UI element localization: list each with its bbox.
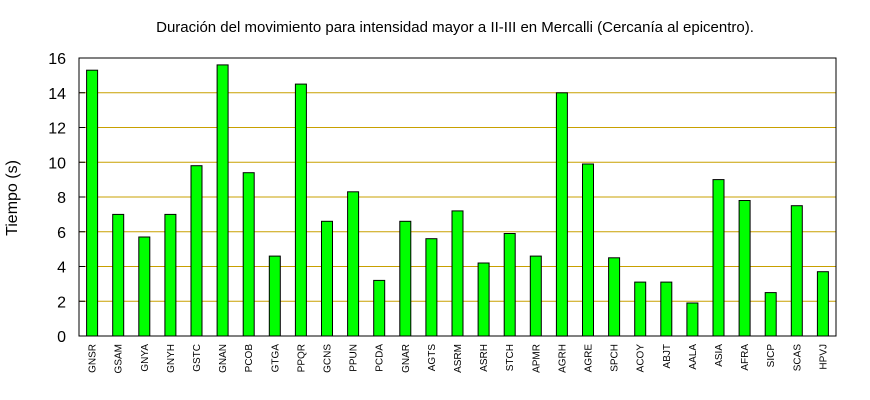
- bar-agre: [582, 163, 594, 337]
- bars: [86, 64, 829, 337]
- x-tick-label: PPUN: [349, 344, 360, 372]
- x-tick-label: SICP: [766, 344, 777, 368]
- y-tick-label: 10: [48, 155, 66, 172]
- bar-agts: [425, 238, 438, 337]
- chart-title: Duración del movimiento para intensidad …: [156, 19, 754, 36]
- x-tick-label: ASIA: [714, 344, 725, 367]
- bar-hpvj: [816, 271, 829, 337]
- x-tick-label: PCOB: [244, 344, 255, 373]
- x-tick-label: GNAR: [401, 344, 412, 373]
- bar-gstc: [190, 165, 203, 337]
- x-tick-label: GSTC: [192, 344, 203, 372]
- bar-asrm: [451, 210, 464, 337]
- y-ticks: 0 2 4 6 8 10 12 14 16: [48, 51, 85, 346]
- y-tick-label: 0: [57, 329, 66, 346]
- x-tick-label: APMR: [531, 344, 542, 373]
- x-tick-label: GNYH: [166, 344, 177, 373]
- x-tick-label: GTGA: [270, 344, 281, 373]
- x-tick-label: AFRA: [740, 344, 751, 371]
- x-tick-label: GNSR: [88, 344, 99, 373]
- bar-afra: [738, 200, 751, 337]
- x-tick-label: AGTS: [427, 344, 438, 372]
- x-tick-label: GNYA: [140, 344, 151, 372]
- x-tick-label: SCAS: [792, 344, 803, 372]
- y-axis-label: Tiempo (s): [4, 160, 21, 236]
- bar-pcob: [242, 172, 255, 337]
- bar-gnar: [399, 220, 412, 337]
- bar-stch: [503, 233, 516, 337]
- x-tick-label: AGRE: [584, 344, 595, 373]
- y-tick-label: 12: [48, 121, 66, 138]
- bar-abjt: [660, 281, 673, 337]
- bar-acoy: [634, 281, 647, 337]
- bar-gnya: [138, 236, 151, 337]
- bar-aala: [686, 302, 699, 337]
- bar-ppqr: [294, 83, 307, 337]
- x-tick-label: ABJT: [662, 344, 673, 368]
- bar-pcda: [373, 279, 386, 337]
- x-tick-label: SPCH: [610, 344, 621, 372]
- bar-apmr: [529, 255, 542, 337]
- x-tick-label: GNAN: [218, 344, 229, 373]
- bar-gcns: [321, 220, 333, 337]
- bar-gnan: [216, 64, 229, 337]
- x-tick-label: STCH: [505, 344, 516, 371]
- y-tick-label: 16: [48, 51, 66, 68]
- bar-asrh: [477, 262, 490, 337]
- y-tick-label: 14: [48, 86, 66, 103]
- bar-scas: [790, 205, 803, 337]
- x-tick-label: ASRM: [453, 344, 464, 373]
- x-tick-label: GCNS: [323, 344, 334, 373]
- x-tick-label: HPVJ: [818, 344, 829, 370]
- y-tick-label: 6: [57, 225, 66, 242]
- bar-asia: [712, 179, 725, 337]
- x-tick-label: ACOY: [636, 344, 647, 373]
- bar-gsam: [112, 213, 125, 337]
- bar-gnyh: [164, 213, 177, 337]
- x-tick-label: AALA: [688, 344, 699, 370]
- y-tick-label: 4: [57, 260, 66, 277]
- bar-gtga: [268, 255, 281, 337]
- bar-spch: [608, 257, 621, 337]
- bar-ppun: [347, 191, 360, 337]
- x-tick-label: ASRH: [479, 344, 490, 372]
- x-tick-label: GSAM: [114, 344, 125, 373]
- x-tick-label: AGRH: [557, 344, 568, 373]
- x-ticks: GNSR GSAM GNYA GNYH GSTC GNAN PCOB GTGA PPQR GCNS…: [88, 344, 830, 374]
- y-tick-label: 8: [57, 190, 66, 207]
- x-tick-label: PPQR: [296, 344, 307, 372]
- bar-sicp: [764, 292, 777, 337]
- bar-agrh: [555, 92, 568, 337]
- bar-gnsr: [86, 69, 99, 337]
- x-tick-label: PCDA: [375, 344, 386, 372]
- y-tick-label: 2: [57, 294, 66, 311]
